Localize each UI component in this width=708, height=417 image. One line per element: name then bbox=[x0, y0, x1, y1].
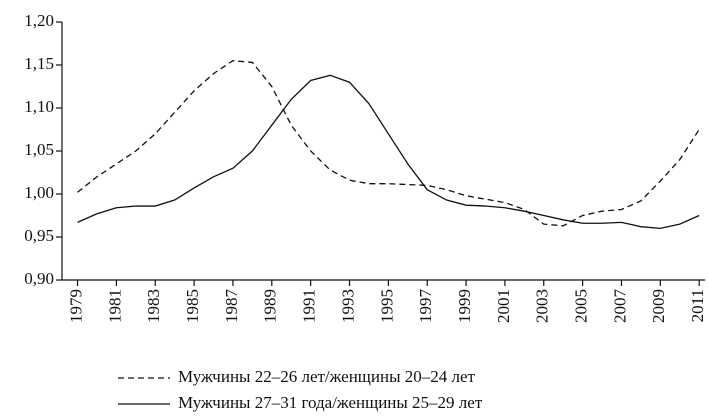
legend-label: Мужчины 22–26 лет/женщины 20–24 лет bbox=[178, 367, 476, 386]
y-tick-label: 1,00 bbox=[24, 183, 54, 202]
y-tick-label: 0,95 bbox=[24, 226, 54, 245]
y-tick-label: 0,90 bbox=[24, 269, 54, 288]
legend-label: Мужчины 27–31 года/женщины 25–29 лет bbox=[178, 393, 483, 412]
x-tick-label: 1983 bbox=[144, 289, 163, 323]
x-tick-label: 2001 bbox=[494, 289, 513, 323]
x-tick-label: 1989 bbox=[261, 289, 280, 323]
y-tick-label: 1,10 bbox=[24, 97, 54, 116]
x-tick-label: 1979 bbox=[66, 289, 85, 323]
x-tick-label: 1999 bbox=[455, 289, 474, 323]
x-tick-label: 1993 bbox=[338, 289, 357, 323]
x-tick-label: 2005 bbox=[572, 289, 591, 323]
x-tick-label: 1981 bbox=[105, 289, 124, 323]
x-tick-label: 1995 bbox=[377, 289, 396, 323]
x-tick-label: 2003 bbox=[533, 289, 552, 323]
x-tick-label: 1997 bbox=[416, 289, 435, 324]
x-tick-label: 2011 bbox=[688, 289, 707, 322]
x-tick-label: 1987 bbox=[222, 289, 241, 324]
y-tick-label: 1,05 bbox=[24, 140, 54, 159]
x-tick-label: 1991 bbox=[300, 289, 319, 323]
y-tick-label: 1,20 bbox=[24, 11, 54, 30]
y-tick-label: 1,15 bbox=[24, 54, 54, 73]
x-tick-label: 1985 bbox=[183, 289, 202, 323]
x-tick-label: 2007 bbox=[610, 289, 629, 324]
series-line bbox=[77, 74, 700, 230]
x-tick-label: 2009 bbox=[649, 289, 668, 323]
